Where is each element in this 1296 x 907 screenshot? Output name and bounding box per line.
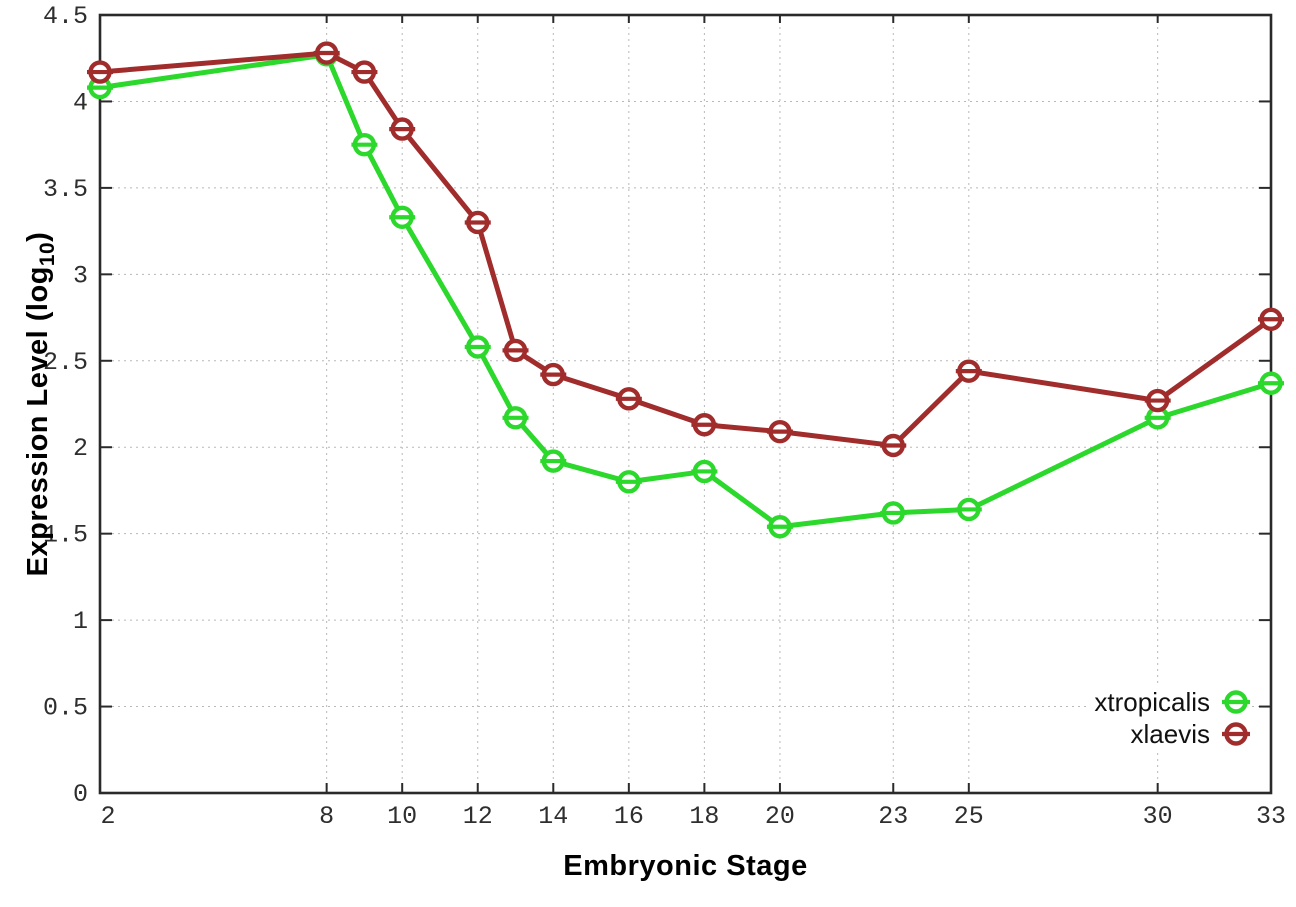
legend-item-xlaevis: xlaevis	[1131, 718, 1252, 750]
x-tick-label: 16	[614, 802, 644, 831]
y-tick-label: 3.5	[43, 175, 88, 204]
y-tick-label: 0.5	[43, 694, 88, 723]
y-tick-label: 1	[73, 607, 88, 636]
y-tick-label: 4	[73, 88, 88, 117]
x-tick-label: 8	[319, 802, 334, 831]
x-axis-title: Embryonic Stage	[563, 850, 808, 882]
y-axis-title: Expression Level (log10)	[16, 15, 60, 793]
legend-label-xtropicalis: xtropicalis	[1094, 687, 1210, 717]
y-tick-label: 2.5	[43, 348, 88, 377]
xtropicalis-marker-icon	[1220, 688, 1252, 716]
legend: xtropicalis xlaevis	[1088, 686, 1252, 750]
legend-item-xtropicalis: xtropicalis	[1094, 686, 1252, 718]
y-tick-label: 2	[73, 434, 88, 463]
y-tick-label: 1.5	[43, 521, 88, 550]
x-tick-label: 30	[1143, 802, 1173, 831]
y-tick-label: 3	[73, 261, 88, 290]
x-tick-label: 25	[954, 802, 984, 831]
x-tick-label: 2	[100, 802, 115, 831]
xtropicalis-line	[99, 52, 1272, 530]
x-tick-label: 23	[878, 802, 908, 831]
xlaevis-line	[99, 50, 1273, 448]
x-tick-label: 18	[689, 802, 719, 831]
x-tick-label: 12	[463, 802, 493, 831]
y-axis-title-text: Expression Level (log	[22, 266, 54, 577]
x-tick-label: 33	[1256, 802, 1286, 831]
x-tick-label: 10	[387, 802, 417, 831]
y-axis-title-subscript: 10	[35, 241, 59, 267]
plot-border	[98, 13, 1273, 795]
y-axis-title-close: )	[22, 231, 54, 242]
x-tick-label: 14	[538, 802, 568, 831]
legend-label-xlaevis: xlaevis	[1130, 719, 1210, 749]
y-tick-label: 4.5	[43, 2, 88, 31]
x-tick-label: 20	[765, 802, 795, 831]
y-tick-label: 0	[73, 780, 88, 809]
xlaevis-marker-icon	[1220, 720, 1252, 748]
